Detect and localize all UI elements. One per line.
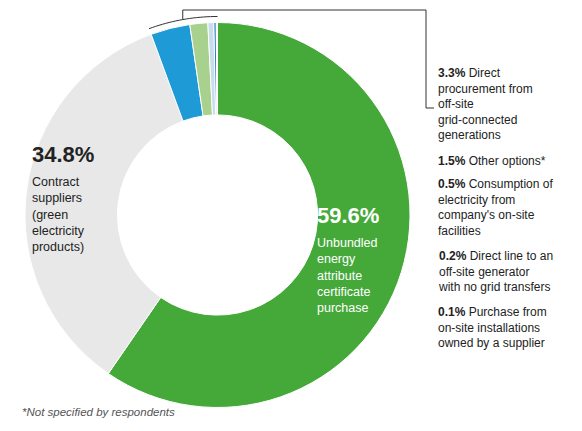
svg-text:59.6%: 59.6% — [317, 203, 379, 228]
svg-text:0.5% Consumption ofelectricity: 0.5% Consumption ofelectricity fromcompa… — [438, 177, 553, 238]
svg-text:Contractsuppliers(greenelectri: Contractsuppliers(greenelectricityproduc… — [32, 175, 85, 254]
svg-text:34.8%: 34.8% — [32, 142, 94, 167]
svg-text:*Not specified by respondents: *Not specified by respondents — [22, 406, 175, 418]
svg-text:0.2% Direct line to anoff-site: 0.2% Direct line to anoff-site generator… — [438, 249, 553, 294]
svg-text:1.5% Other options*: 1.5% Other options* — [438, 154, 546, 168]
svg-text:0.1% Purchase fromon-site inst: 0.1% Purchase fromon-site installationso… — [438, 305, 547, 350]
svg-text:Unbundledenergyattributecertif: Unbundledenergyattributecertificatepurch… — [317, 236, 378, 315]
svg-text:3.3% Directprocurement fromoff: 3.3% Directprocurement fromoff-sitegrid-… — [438, 66, 533, 142]
